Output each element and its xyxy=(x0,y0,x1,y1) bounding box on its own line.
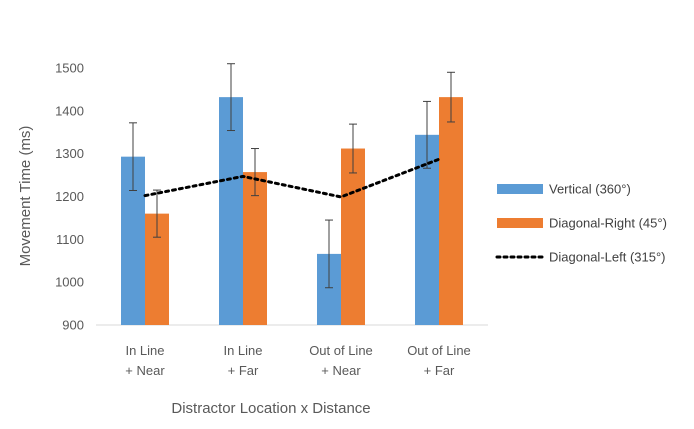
error-bar xyxy=(447,71,455,123)
legend-item: Diagonal-Left (315°) xyxy=(495,250,666,265)
y-axis-title: Movement Time (ms) xyxy=(17,126,34,267)
error-bar xyxy=(129,122,137,192)
bar-diagonal-right xyxy=(243,172,267,325)
y-tick-label: 1500 xyxy=(55,61,84,76)
y-tick-label: 1000 xyxy=(55,275,84,290)
y-tick-label: 1300 xyxy=(55,146,84,161)
legend-label: Diagonal-Left (315°) xyxy=(549,250,666,265)
x-axis-ticks: In Line + Near In Line + Far Out of Line + Ne… xyxy=(125,343,471,378)
bar-vertical xyxy=(219,97,243,325)
x-tick-label: + Far xyxy=(228,363,259,378)
legend-item: Diagonal-Right (45°) xyxy=(497,216,667,231)
x-tick-label: In Line xyxy=(223,343,262,358)
error-bar xyxy=(251,148,259,197)
error-bar xyxy=(227,63,235,132)
error-bars xyxy=(129,63,455,289)
legend-swatch xyxy=(497,218,543,228)
error-bar xyxy=(153,189,161,238)
y-tick-label: 900 xyxy=(62,318,84,333)
y-tick-label: 1100 xyxy=(56,232,84,247)
legend-label: Diagonal-Right (45°) xyxy=(549,216,667,231)
bar-diagonal-right xyxy=(341,148,365,325)
error-bar xyxy=(423,100,431,169)
x-tick-label: + Near xyxy=(125,363,165,378)
legend-item: Vertical (360°) xyxy=(497,182,631,197)
line-diagonal-left xyxy=(143,157,441,199)
bar-diagonal-right xyxy=(439,97,463,325)
x-tick-label: Out of Line xyxy=(309,343,373,358)
y-tick-label: 1400 xyxy=(55,103,84,118)
x-tick-label: Out of Line xyxy=(407,343,471,358)
x-tick-label: + Near xyxy=(321,363,361,378)
error-bar xyxy=(325,219,333,289)
error-bar xyxy=(349,123,357,174)
legend-swatch xyxy=(497,184,543,194)
bars xyxy=(121,97,463,325)
x-tick-label: In Line xyxy=(125,343,164,358)
legend-label: Vertical (360°) xyxy=(549,182,631,197)
x-axis-title: Distractor Location x Distance xyxy=(171,400,370,417)
y-axis-ticks: 900 1000 1100 1200 1300 1400 1500 xyxy=(55,61,84,333)
y-tick-label: 1200 xyxy=(55,189,84,204)
x-tick-label: + Far xyxy=(424,363,455,378)
legend: Vertical (360°) Diagonal-Right (45°) Diago… xyxy=(495,182,667,265)
line-series xyxy=(143,157,441,199)
